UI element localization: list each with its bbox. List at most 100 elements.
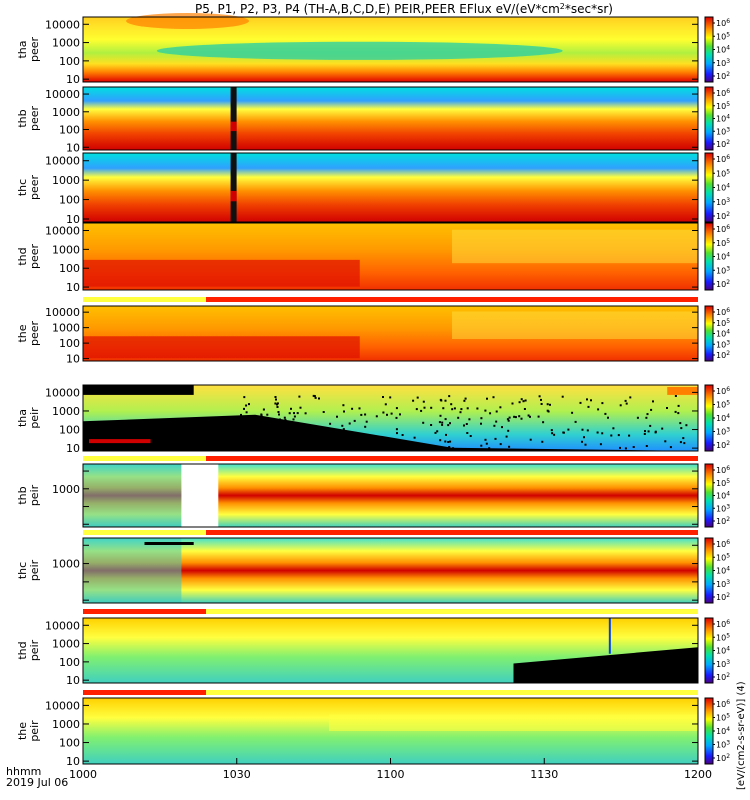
colorbar-tick-label: 103 [716, 659, 730, 669]
panel-tha-peir-speckle [597, 408, 600, 411]
panel-thb-peer-colorbar [704, 86, 714, 151]
panel-tha-peir-speckle [506, 418, 509, 421]
panel-tha-peir-speckle [507, 419, 510, 422]
panel-tha-peir-speckle [677, 404, 680, 407]
panel-tha-peir-speckle [685, 424, 688, 427]
colorbar-tick-label: 106 [716, 386, 730, 396]
panel-tha-peir-speckle [480, 444, 483, 447]
panel-tha-peir-speckle [571, 411, 574, 414]
panel-tha-peer-feature [126, 13, 250, 29]
panel-thd-peer-frame [82, 222, 699, 291]
panel-tha-peir-speckle [359, 445, 362, 448]
panel-tha-peir-speckle [540, 403, 543, 405]
panel-tha-peir-speckle [364, 425, 367, 428]
panel-thb-peer-frame [82, 86, 699, 151]
panel-the-peer-ytick-label: 10000 [45, 306, 80, 319]
panel-tha-peir-speckle [286, 421, 289, 424]
colorbar-units-label: [eV/(cm2-s-sr-eV)] (4) [736, 681, 747, 790]
panel-tha-peir-speckle [434, 431, 437, 434]
panel-tha-peir-speckle [439, 414, 442, 417]
panel-tha-peir-speckle [654, 431, 657, 434]
panel-tha-peir-speckle [296, 412, 299, 415]
colorbar-tick-label: 105 [716, 238, 730, 248]
panel-tha-peir-speckle [439, 439, 442, 442]
panel-tha-peir-speckle [649, 424, 652, 427]
x-axis: 1000 1030 1100 1130 1200 [69, 758, 712, 781]
colorbar-tick-label: 104 [716, 566, 730, 576]
panel-tha-peir-speckle [451, 408, 454, 411]
panel-tha-peir-speckle [441, 421, 444, 424]
panel-tha-peir-speckle [459, 411, 462, 414]
panel-tha-peir-speckle [546, 403, 549, 406]
panel-tha-peir-speckle [440, 399, 443, 402]
panel-tha-peir-speckle [274, 402, 277, 405]
panel-tha-peir-speckle [590, 399, 592, 402]
x-axis-label-date: 2019 Jul 06 [6, 776, 68, 789]
panel-tha-peir-speckle [415, 408, 418, 411]
panel-tha-peir-speckle [375, 415, 378, 418]
panel-tha-peir-speckle [348, 422, 351, 425]
colorbar-tick-label: 104 [716, 45, 730, 55]
panel-the-peer-colorbar [704, 305, 714, 362]
colorbar-tick-label: 106 [716, 88, 730, 98]
panel-tha-peir-speckle [652, 400, 654, 403]
x-tick-label: 1200 [684, 768, 712, 781]
panel-tha-peir-speckle [529, 415, 531, 418]
panel-tha-peir-speckle [344, 434, 347, 436]
panel-tha-peir-speckle [392, 444, 395, 446]
panel-tha-peir-speckle [416, 396, 419, 399]
panel-tha-peir-speckle [553, 433, 556, 436]
panel-tha-peir-speckle [278, 447, 280, 450]
panel-thd-peir-ytick-label: 100 [59, 656, 80, 669]
panel-tha-peir-speckle [666, 407, 668, 409]
panel-thd-peir-ytick-label: 10 [66, 674, 80, 687]
panel-tha-peir-speckle [550, 429, 553, 432]
panel-tha-peir-speckle [342, 404, 345, 407]
colorbar-tick-label: 105 [716, 478, 730, 488]
colorbar-tick-label: 103 [716, 579, 730, 589]
x-tick-label: 1030 [223, 768, 251, 781]
panel-tha-peir-speckle [677, 412, 680, 415]
colorbar-tick-label: 105 [716, 318, 730, 328]
panel-tha-peir-speckle [679, 441, 682, 444]
panel-thc-peir-label: thcpeir [16, 559, 41, 581]
panel-tha-peir-speckle [492, 396, 495, 399]
status-bar [206, 530, 698, 535]
panel-tha-peir-speckle [495, 420, 498, 423]
panel-tha-peir-speckle [264, 434, 267, 437]
panel-tha-peir-ytick-label: 10 [66, 442, 80, 455]
colorbar-tick-label: 102 [716, 211, 730, 221]
panel-thd-peir-label: thdpeir [16, 639, 41, 661]
panel-tha-peir-speckle [448, 395, 451, 398]
panel-tha-peir-speckle [645, 416, 648, 419]
colorbar-tick-label: 102 [716, 139, 730, 149]
panel-the-peer-ytick-label: 1000 [52, 322, 80, 335]
panel-tha-peir-speckle [520, 398, 523, 401]
panel-tha-peir-speckle [253, 415, 255, 418]
panel-thd-peir-frame [82, 617, 699, 684]
panel-thc-peer-feature [230, 190, 237, 202]
panel-tha-peir-frame [82, 384, 699, 452]
panel-tha-peir-speckle [501, 426, 503, 429]
panel-tha-peir-speckle [341, 424, 344, 427]
status-bar [83, 609, 206, 614]
panel-tha-peir-speckle [619, 446, 621, 449]
panel-tha-peir-speckle [465, 423, 468, 425]
panel-tha-peir-speckle [430, 406, 433, 409]
panel-tha-peir-speckle [283, 416, 286, 419]
panel-tha-peir-speckle [442, 407, 445, 410]
panel-tha-peir-speckle [273, 443, 276, 446]
panel-tha-peir-speckle [453, 407, 456, 410]
panel-tha-peir-speckle [276, 406, 279, 408]
chart-title: P5, P1, P2, P3, P4 (TH-A,B,C,D,E) PEIR,P… [195, 2, 613, 16]
panel-tha-peir-gap [83, 385, 194, 395]
panel-tha-peir-speckle [567, 428, 570, 431]
panel-tha-peir-speckle [466, 432, 469, 434]
panel-tha-peir-speckle [272, 441, 275, 444]
panel-thd-peer-ytick-label: 10000 [45, 225, 80, 238]
panel-thc-peer-ytick-label: 10000 [45, 155, 80, 168]
panel-tha-peir-speckle [513, 415, 516, 418]
panel-the-peer-feature [83, 336, 360, 359]
panel-tha-peir-speckle [674, 395, 677, 397]
panel-tha-peir-speckle [412, 399, 415, 402]
